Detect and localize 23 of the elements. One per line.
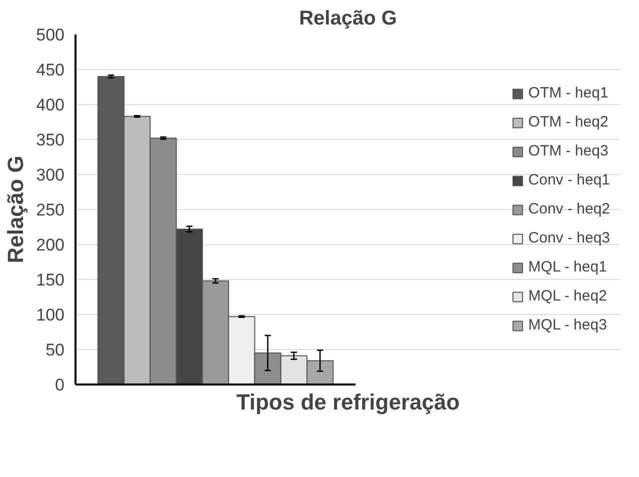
legend-label: Conv - heq1 (528, 172, 610, 188)
y-tick-label: 0 (55, 376, 65, 394)
y-tick-label: 150 (36, 270, 65, 290)
legend-label: Conv - heq2 (528, 200, 610, 218)
y-tick-label: 50 (46, 340, 65, 360)
x-axis-title: Tipos de refrigeração (236, 390, 460, 414)
chart-title: Relação G (299, 8, 397, 30)
legend-label: MQL - heq1 (528, 258, 607, 276)
y-tick-label: 350 (36, 130, 65, 150)
y-tick-label: 250 (36, 200, 65, 220)
y-tick-label: 100 (36, 306, 65, 324)
legend-label: OTM - heq3 (528, 142, 608, 160)
legend-label: MQL - heq2 (528, 288, 607, 304)
y-tick-label: 500 (36, 26, 65, 44)
legend-label: OTM - heq1 (528, 84, 608, 102)
y-tick-label: 400 (36, 96, 65, 114)
legend-label: Conv - heq3 (528, 230, 610, 246)
legend-label: OTM - heq2 (528, 114, 608, 130)
y-tick-label: 200 (36, 236, 65, 254)
y-axis-title: Relação G (3, 156, 28, 264)
legend-label: MQL - heq3 (528, 316, 607, 334)
y-tick-label: 300 (36, 166, 65, 184)
y-tick-label: 450 (36, 60, 65, 80)
